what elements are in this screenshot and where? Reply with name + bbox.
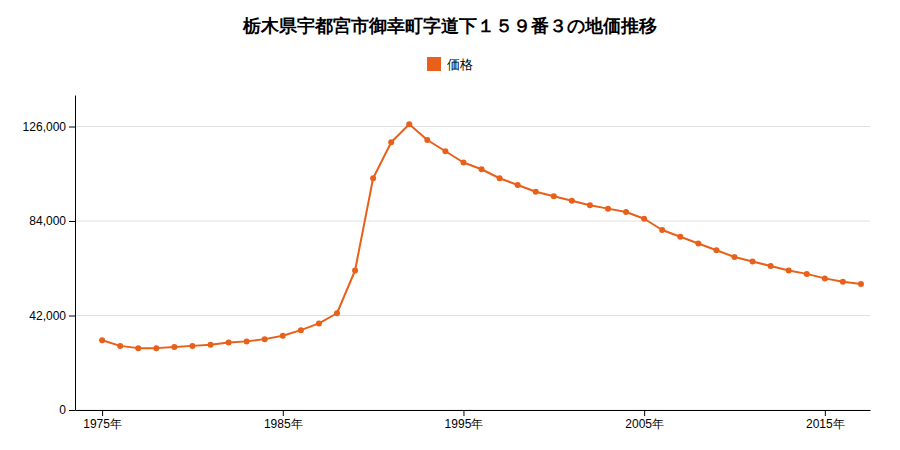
marker	[135, 345, 141, 351]
x-tick: 1995年	[445, 410, 484, 431]
grid-line	[75, 315, 870, 316]
y-tick-label: 84,000	[29, 214, 66, 228]
marker	[551, 193, 557, 199]
grid-line	[75, 221, 870, 222]
marker	[641, 216, 647, 222]
y-tick: 0	[59, 403, 75, 417]
marker	[370, 175, 376, 181]
y-tick-mark	[69, 221, 75, 222]
marker	[713, 247, 719, 253]
y-tick-mark	[69, 127, 75, 128]
y-tick-mark	[69, 316, 75, 317]
title: 栃木県宇都宮市御幸町字道下１５９番３の地価推移	[242, 15, 657, 36]
marker	[695, 241, 701, 247]
legend-item: 価格	[427, 57, 473, 72]
marker	[334, 310, 340, 316]
y-tick-label: 126,000	[23, 120, 67, 134]
legend-label: 価格	[447, 57, 473, 72]
marker	[117, 343, 123, 349]
marker	[460, 160, 466, 166]
y-tick-label: 42,000	[29, 309, 66, 323]
x-tick-label: 1995年	[445, 417, 484, 431]
marker	[189, 343, 195, 349]
marker	[677, 234, 683, 240]
x-axis-line	[76, 410, 871, 411]
x-tick-label: 1975年	[83, 417, 122, 431]
legend: 価格	[427, 57, 473, 72]
marker	[515, 182, 521, 188]
x-tick-label: 1985年	[264, 417, 303, 431]
x-tick-mark	[644, 410, 645, 416]
marker	[99, 337, 105, 343]
marker	[804, 271, 810, 277]
marker	[569, 198, 575, 204]
marker	[768, 263, 774, 269]
marker	[352, 268, 358, 274]
y-tick-label: 0	[59, 403, 66, 417]
grid-line	[75, 126, 870, 127]
marker	[623, 209, 629, 215]
plot: 1975年 1985年 1995年 2005年 2015年 0 42,000 84,000 12…	[23, 96, 871, 431]
marker	[786, 268, 792, 274]
marker	[533, 189, 539, 195]
marker	[750, 259, 756, 265]
marker	[153, 345, 159, 351]
marker	[479, 166, 485, 172]
x-tick-mark	[283, 410, 284, 416]
marker	[605, 206, 611, 212]
marker	[822, 275, 828, 281]
x-tick: 1975年	[83, 410, 122, 431]
marker	[316, 320, 322, 326]
x-axis: 1975年 1985年 1995年 2005年 2015年	[76, 410, 871, 431]
marker	[497, 175, 503, 181]
marks	[99, 121, 864, 351]
x-tick-label: 2015年	[806, 417, 845, 431]
marker	[442, 148, 448, 154]
x-tick: 1985年	[264, 410, 303, 431]
y-axis: 0 42,000 84,000 126,000	[23, 96, 76, 418]
marker	[208, 342, 214, 348]
marker	[406, 121, 412, 127]
y-tick: 42,000	[29, 309, 75, 323]
marker	[226, 340, 232, 346]
marker	[587, 202, 593, 208]
y-tick: 84,000	[29, 214, 75, 228]
y-axis-line	[75, 96, 76, 411]
x-tick-label: 2005年	[625, 417, 664, 431]
marker	[731, 254, 737, 260]
marker	[424, 137, 430, 143]
x-tick: 2005年	[625, 410, 664, 431]
marker	[298, 327, 304, 333]
marker	[858, 281, 864, 287]
marker	[280, 333, 286, 339]
grid	[75, 127, 870, 411]
x-tick: 2015年	[806, 410, 845, 431]
y-tick-mark	[69, 410, 75, 411]
marker	[388, 139, 394, 145]
x-tick-mark	[825, 410, 826, 416]
chart: 栃木県宇都宮市御幸町字道下１５９番３の地価推移 1975年 1985年 1995年 20…	[0, 0, 900, 450]
marker	[244, 338, 250, 344]
marker	[171, 344, 177, 350]
marker	[840, 279, 846, 285]
marker	[262, 336, 268, 342]
grid-line	[75, 410, 870, 411]
y-tick: 126,000	[23, 120, 75, 134]
x-tick-mark	[463, 410, 464, 416]
legend-swatch	[427, 57, 441, 71]
line	[102, 124, 861, 348]
marker	[659, 227, 665, 233]
x-tick-mark	[102, 410, 103, 416]
